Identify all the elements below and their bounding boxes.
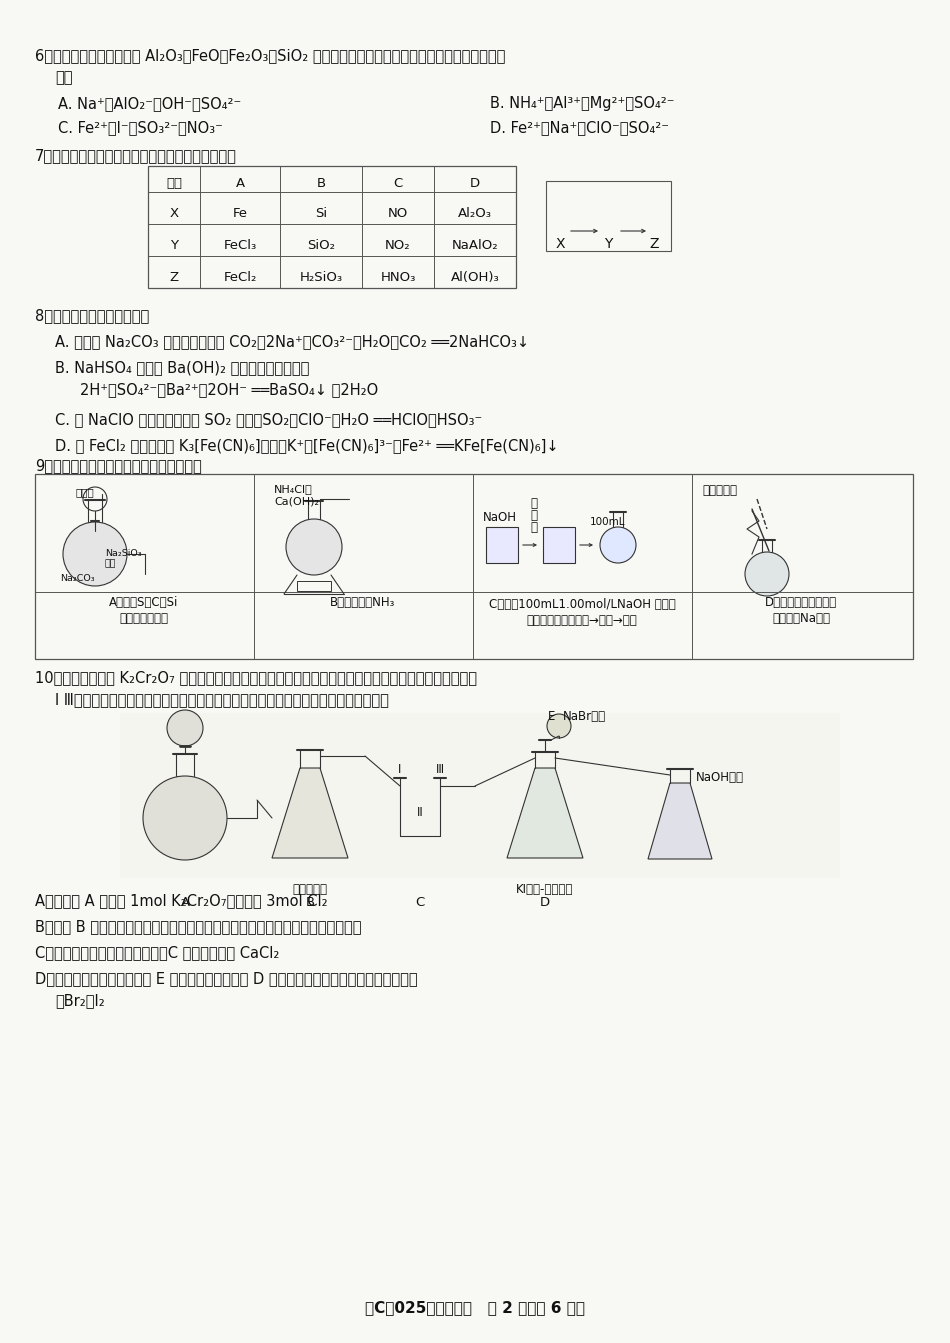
Text: B. NaHSO₄ 溶液与 Ba(OH)₂ 溶液混合后呈中性：: B. NaHSO₄ 溶液与 Ba(OH)₂ 溶液混合后呈中性： xyxy=(55,360,310,375)
Text: B: B xyxy=(316,177,326,189)
Text: D．通入足量的氯气后，打开 E 的活塞，将溶液滴入 D 中，锥形瓶上层液体呈紫色即证明氧化: D．通入足量的氯气后，打开 E 的活塞，将溶液滴入 D 中，锥形瓶上层液体呈紫色… xyxy=(35,971,418,986)
Text: E: E xyxy=(548,710,556,723)
Text: 选项: 选项 xyxy=(166,177,182,189)
Text: NaOH溶液: NaOH溶液 xyxy=(696,771,744,784)
Text: FeCl₃: FeCl₃ xyxy=(223,239,256,252)
Text: B: B xyxy=(306,896,314,909)
Text: 水: 水 xyxy=(530,521,537,535)
Text: Z: Z xyxy=(649,236,658,251)
Text: Si: Si xyxy=(315,207,327,220)
Text: Na₂CO₃: Na₂CO₃ xyxy=(60,573,95,583)
Text: Ⅲ: Ⅲ xyxy=(436,763,444,776)
Text: Al₂O₃: Al₂O₃ xyxy=(458,207,492,220)
Text: 100mL: 100mL xyxy=(590,517,625,526)
Text: C．配制100mL1.00mol/LNaOH 溶液的: C．配制100mL1.00mol/LNaOH 溶液的 xyxy=(488,598,675,611)
Text: Na₂SiO₃: Na₂SiO₃ xyxy=(105,549,142,557)
Text: 6．常温下，铝土矿（含有 Al₂O₃、FeO、Fe₂O₃、SiO₂ 等物质）用硫酸浸出后的溶液中能大量共存的离子: 6．常温下，铝土矿（含有 Al₂O₃、FeO、Fe₂O₃、SiO₂ 等物质）用硫… xyxy=(35,48,505,63)
Text: X: X xyxy=(555,236,564,251)
Circle shape xyxy=(63,522,127,586)
Text: Y: Y xyxy=(170,239,178,252)
Text: A: A xyxy=(180,896,190,909)
Text: B. NH₄⁺、Al³⁺、Mg²⁺、SO₄²⁻: B. NH₄⁺、Al³⁺、Mg²⁺、SO₄²⁻ xyxy=(490,95,674,111)
Text: B．装置 B 可以平衡气压，若后续装置发生堵塞，则可观察到长颈漏斗内液面上升: B．装置 B 可以平衡气压，若后续装置发生堵塞，则可观察到长颈漏斗内液面上升 xyxy=(35,919,362,933)
Text: C: C xyxy=(415,896,425,909)
Text: 部分实验操作：称量→溶解→转移: 部分实验操作：称量→溶解→转移 xyxy=(526,614,637,627)
Text: 9．下列实验中，能达到相应实验目的的是: 9．下列实验中，能达到相应实验目的的是 xyxy=(35,458,201,473)
Bar xyxy=(35,474,913,659)
Text: NO₂: NO₂ xyxy=(385,239,410,252)
Bar xyxy=(546,181,671,251)
Text: 7．下列选项中的物质不能按图示路径一步转化的是: 7．下列选项中的物质不能按图示路径一步转化的是 xyxy=(35,148,237,163)
Circle shape xyxy=(143,776,227,860)
Circle shape xyxy=(600,526,636,563)
Bar xyxy=(486,526,518,563)
Bar xyxy=(148,167,516,287)
Text: KI溶液-四氯化碳: KI溶液-四氯化碳 xyxy=(516,882,574,896)
Text: 性Br₂＞I₂: 性Br₂＞I₂ xyxy=(55,992,104,1009)
Text: A. 向饱和 Na₂CO₃ 溶液中通入足量 CO₂：2Na⁺＋CO₃²⁻＋H₂O＋CO₂ ══2NaHCO₃↓: A. 向饱和 Na₂CO₃ 溶液中通入足量 CO₂：2Na⁺＋CO₃²⁻＋H₂O… xyxy=(55,334,529,349)
Text: A. Na⁺、AlO₂⁻、OH⁻、SO₄²⁻: A. Na⁺、AlO₂⁻、OH⁻、SO₄²⁻ xyxy=(58,95,241,111)
Text: 洁净玻璃棒: 洁净玻璃棒 xyxy=(702,483,737,497)
Text: C. 向 NaClO 溶液中通入足量 SO₂ 气体：SO₂＋ClO⁻＋H₂O ══HClO＋HSO₃⁻: C. 向 NaClO 溶液中通入足量 SO₂ 气体：SO₂＋ClO⁻＋H₂O ═… xyxy=(55,412,483,427)
Text: 馏: 馏 xyxy=(530,509,537,522)
Circle shape xyxy=(167,710,203,745)
Text: D: D xyxy=(470,177,480,189)
Text: 溶液: 溶液 xyxy=(105,559,117,568)
Text: Fe: Fe xyxy=(233,207,248,220)
Text: Y: Y xyxy=(604,236,612,251)
Text: 饱和食盐水: 饱和食盐水 xyxy=(293,882,328,896)
Text: D. Fe²⁺、Na⁺、ClO⁻、SO₄²⁻: D. Fe²⁺、Na⁺、ClO⁻、SO₄²⁻ xyxy=(490,120,669,136)
Text: 2H⁺＋SO₄²⁻＋Ba²⁺＋2OH⁻ ══BaSO₄↓ ＋2H₂O: 2H⁺＋SO₄²⁻＋Ba²⁺＋2OH⁻ ══BaSO₄↓ ＋2H₂O xyxy=(80,381,378,398)
Polygon shape xyxy=(648,783,712,860)
Circle shape xyxy=(547,714,571,739)
Text: 【C－025】化学试卷   第 2 页（共 6 页）: 【C－025】化学试卷 第 2 页（共 6 页） xyxy=(365,1300,585,1315)
Text: 的非金属性强弱: 的非金属性强弱 xyxy=(120,612,168,624)
Text: Ⅱ: Ⅱ xyxy=(417,806,423,819)
Text: 10．某兴趣小组用 K₂Cr₂O₇ 和浓盐酸制取氯气并探究氯、溴、碘的相关性质，设计装置图如下所示，图中: 10．某兴趣小组用 K₂Cr₂O₇ 和浓盐酸制取氯气并探究氯、溴、碘的相关性质，… xyxy=(35,670,477,685)
Text: NaAlO₂: NaAlO₂ xyxy=(451,239,499,252)
Circle shape xyxy=(745,552,789,596)
Text: C．为验证氯气是否具有漂白性，C 中固体为无水 CaCl₂: C．为验证氯气是否具有漂白性，C 中固体为无水 CaCl₂ xyxy=(35,945,279,960)
Polygon shape xyxy=(272,768,348,858)
Text: FeCl₂: FeCl₂ xyxy=(223,271,256,283)
Text: X: X xyxy=(169,207,179,220)
Text: NO: NO xyxy=(388,207,408,220)
Text: 组是: 组是 xyxy=(55,70,72,85)
Text: 8．下列离子方程式错误的是: 8．下列离子方程式错误的是 xyxy=(35,308,149,324)
Text: A．若装置 A 中消耗 1mol K₂Cr₂O₇，则产生 3mol Cl₂: A．若装置 A 中消耗 1mol K₂Cr₂O₇，则产生 3mol Cl₂ xyxy=(35,893,328,908)
Text: Ca(OH)₂: Ca(OH)₂ xyxy=(274,497,319,508)
Text: 稀硫酸: 稀硫酸 xyxy=(75,488,94,497)
Text: D: D xyxy=(540,896,550,909)
Text: B．制备少量NH₃: B．制备少量NH₃ xyxy=(331,596,396,608)
Text: NH₄Cl和: NH₄Cl和 xyxy=(274,483,313,494)
Text: 蒸: 蒸 xyxy=(530,497,537,510)
Text: D．焰色为黄色说明待: D．焰色为黄色说明待 xyxy=(765,596,837,608)
Bar xyxy=(297,582,331,591)
Circle shape xyxy=(286,518,342,575)
Text: A．比较S、C、Si: A．比较S、C、Si xyxy=(109,596,179,608)
Text: Z: Z xyxy=(169,271,179,283)
Text: Ⅰ: Ⅰ xyxy=(398,763,402,776)
Text: A: A xyxy=(236,177,244,189)
Text: H₂SiO₃: H₂SiO₃ xyxy=(299,271,343,283)
Text: SiO₂: SiO₂ xyxy=(307,239,335,252)
Text: Ⅰ Ⅲ分别放置湿润的有色布条、干燥的有色布（夹持装置已略去）。下列说法错误的是: Ⅰ Ⅲ分别放置湿润的有色布条、干燥的有色布（夹持装置已略去）。下列说法错误的是 xyxy=(55,692,389,706)
Text: C: C xyxy=(393,177,403,189)
Bar xyxy=(120,713,840,878)
Text: NaOH: NaOH xyxy=(483,510,517,524)
Text: HNO₃: HNO₃ xyxy=(380,271,416,283)
Bar xyxy=(543,526,575,563)
Text: D. 向 FeCl₂ 溶液中滴入 K₃[Fe(CN)₆]溶液：K⁺＋[Fe(CN)₆]³⁻＋Fe²⁺ ══KFe[Fe(CN)₆]↓: D. 向 FeCl₂ 溶液中滴入 K₃[Fe(CN)₆]溶液：K⁺＋[Fe(CN… xyxy=(55,438,559,453)
Text: NaBr溶液: NaBr溶液 xyxy=(563,710,606,723)
Text: C. Fe²⁺、I⁻、SO₃²⁻、NO₃⁻: C. Fe²⁺、I⁻、SO₃²⁻、NO₃⁻ xyxy=(58,120,223,136)
Text: 测液中含Na元素: 测液中含Na元素 xyxy=(772,612,830,624)
Polygon shape xyxy=(507,768,583,858)
Text: Al(OH)₃: Al(OH)₃ xyxy=(450,271,500,283)
